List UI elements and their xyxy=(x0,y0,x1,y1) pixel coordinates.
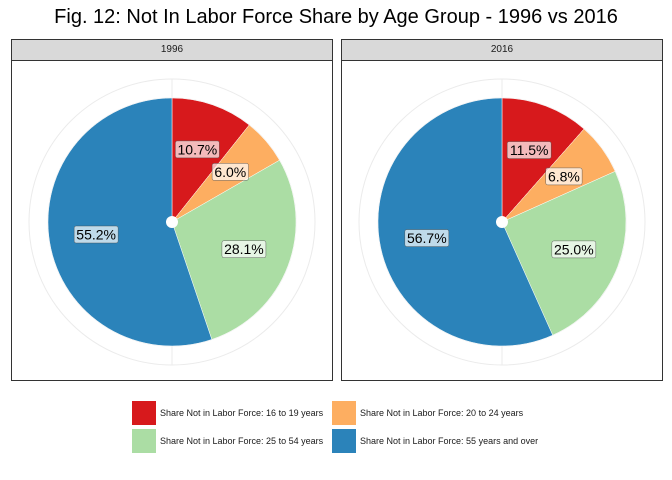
legend-label-20-24: Share Not in Labor Force: 20 to 24 years xyxy=(360,408,524,418)
legend-label-25-54: Share Not in Labor Force: 25 to 54 years xyxy=(160,436,324,446)
legend-key-55-over xyxy=(332,429,356,453)
svg-text:10.7%: 10.7% xyxy=(178,141,218,157)
pie-slice-2016-16-19 xyxy=(501,97,585,223)
data-label-1996-55-over: 55.2% xyxy=(73,225,119,244)
pie-chart-1996: 10.7% 6.0% 28.1% 55.2% xyxy=(28,78,316,366)
data-label-1996-20-24: 6.0% xyxy=(211,163,249,181)
pie-chart-2016: 11.5% 6.8% 25.0% 56.7% xyxy=(358,78,646,366)
data-label-2016-55-over: 56.7% xyxy=(404,229,450,247)
legend-label-16-19: Share Not in Labor Force: 16 to 19 years xyxy=(160,408,324,418)
svg-text:56.7%: 56.7% xyxy=(407,230,447,246)
panel-2016: 2016 11.5% 6.8% 25.0% 56.7% xyxy=(341,39,663,381)
data-label-2016-20-24: 6.8% xyxy=(545,167,583,186)
svg-text:28.1%: 28.1% xyxy=(224,241,264,257)
panel-1996: 1996 10.7% 6.0% 28.1% 55.2% xyxy=(11,39,333,381)
chart-title: Fig. 12: Not In Labor Force Share by Age… xyxy=(54,6,618,28)
panel-strip-2016: 2016 xyxy=(342,40,662,61)
pie-slice-1996-55-over xyxy=(47,97,213,347)
svg-text:55.2%: 55.2% xyxy=(76,227,116,243)
data-label-1996-16-19: 10.7% xyxy=(175,140,220,159)
pie-center-hole xyxy=(166,216,178,228)
svg-text:25.0%: 25.0% xyxy=(554,241,594,257)
legend: Share Not in Labor Force: 16 to 19 years… xyxy=(132,401,552,453)
data-label-2016-16-19: 11.5% xyxy=(506,141,552,159)
legend-key-25-54 xyxy=(132,429,156,453)
legend-key-16-19 xyxy=(132,401,156,425)
legend-key-20-24 xyxy=(332,401,356,425)
data-label-2016-25-54: 25.0% xyxy=(551,240,597,259)
svg-text:6.0%: 6.0% xyxy=(214,164,246,180)
pie-slice-2016-55-over xyxy=(377,97,554,347)
pie-slice-1996-16-19 xyxy=(171,97,250,223)
svg-text:11.5%: 11.5% xyxy=(510,142,549,158)
svg-text:6.8%: 6.8% xyxy=(548,168,580,184)
panel-strip-1996: 1996 xyxy=(12,40,332,61)
legend-label-55-over: Share Not in Labor Force: 55 years and o… xyxy=(360,436,539,446)
data-label-1996-25-54: 28.1% xyxy=(221,240,267,258)
pie-center-hole xyxy=(496,216,508,228)
